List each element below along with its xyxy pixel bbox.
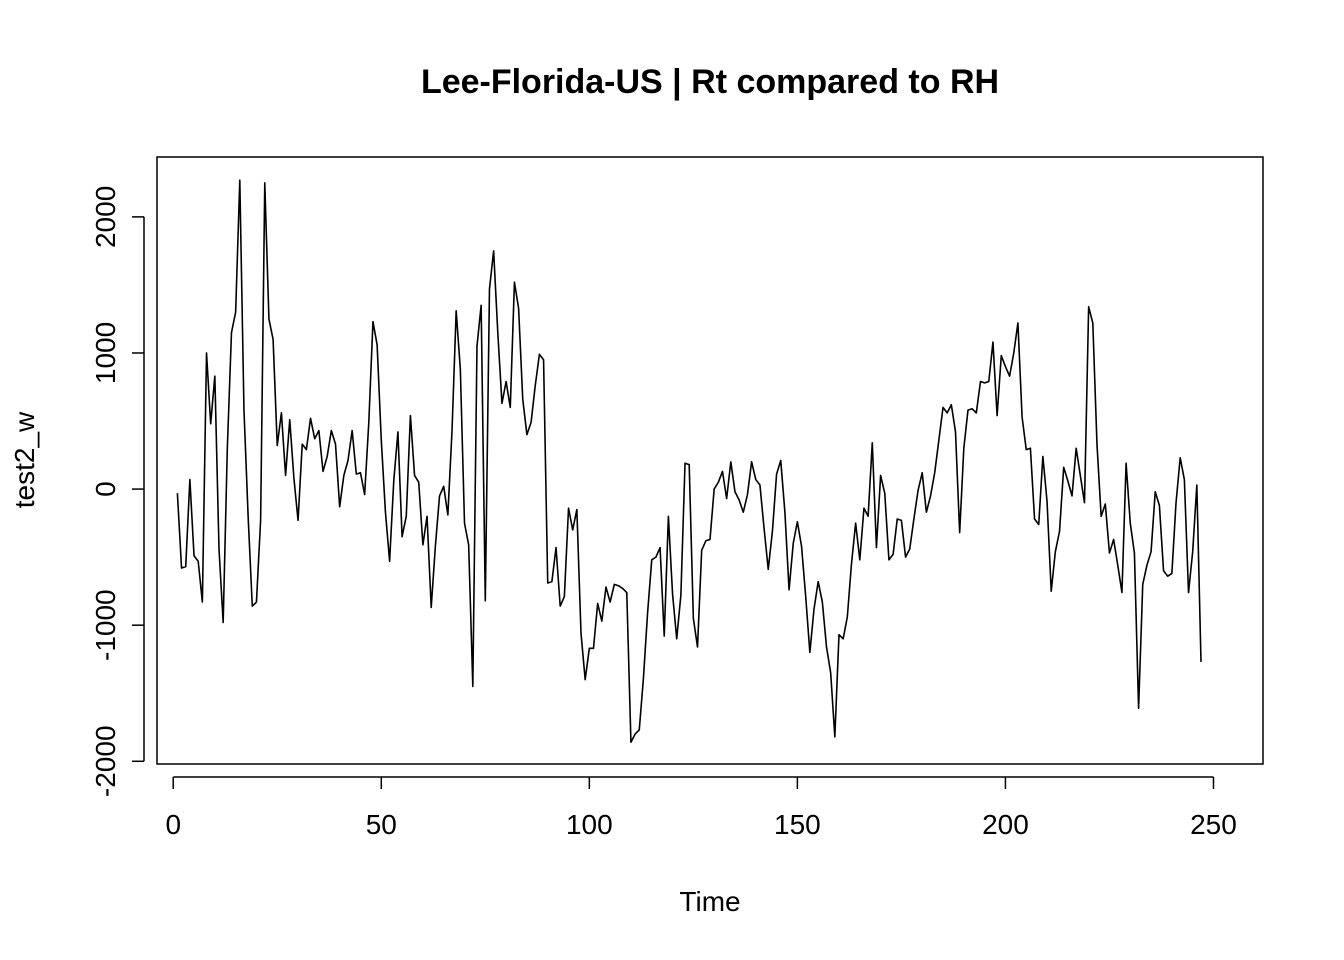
x-tick-label: 250	[1190, 809, 1237, 840]
y-tick-label: 2000	[90, 186, 121, 248]
y-axis: -2000 -1000 0 1000 2000	[90, 186, 145, 797]
x-axis: 0 50 100 150 200 250	[165, 776, 1237, 840]
y-tick-label: 0	[90, 481, 121, 497]
series-group	[176, 179, 1202, 744]
y-tick-label: -2000	[90, 725, 121, 797]
x-tick-label: 50	[366, 809, 397, 840]
series-line	[176, 179, 1202, 744]
chart-title: Lee-Florida-US | Rt compared to RH	[421, 63, 999, 101]
y-tick-label: -1000	[90, 589, 121, 661]
x-tick-label: 150	[774, 809, 821, 840]
x-tick-label: 100	[566, 809, 613, 840]
plot-area-frame	[156, 156, 1264, 765]
x-axis-label: Time	[679, 886, 740, 917]
y-tick-label: 1000	[90, 322, 121, 384]
y-axis-label: test2_w	[9, 411, 40, 508]
x-tick-label: 200	[982, 809, 1029, 840]
x-tick-label: 0	[165, 809, 181, 840]
